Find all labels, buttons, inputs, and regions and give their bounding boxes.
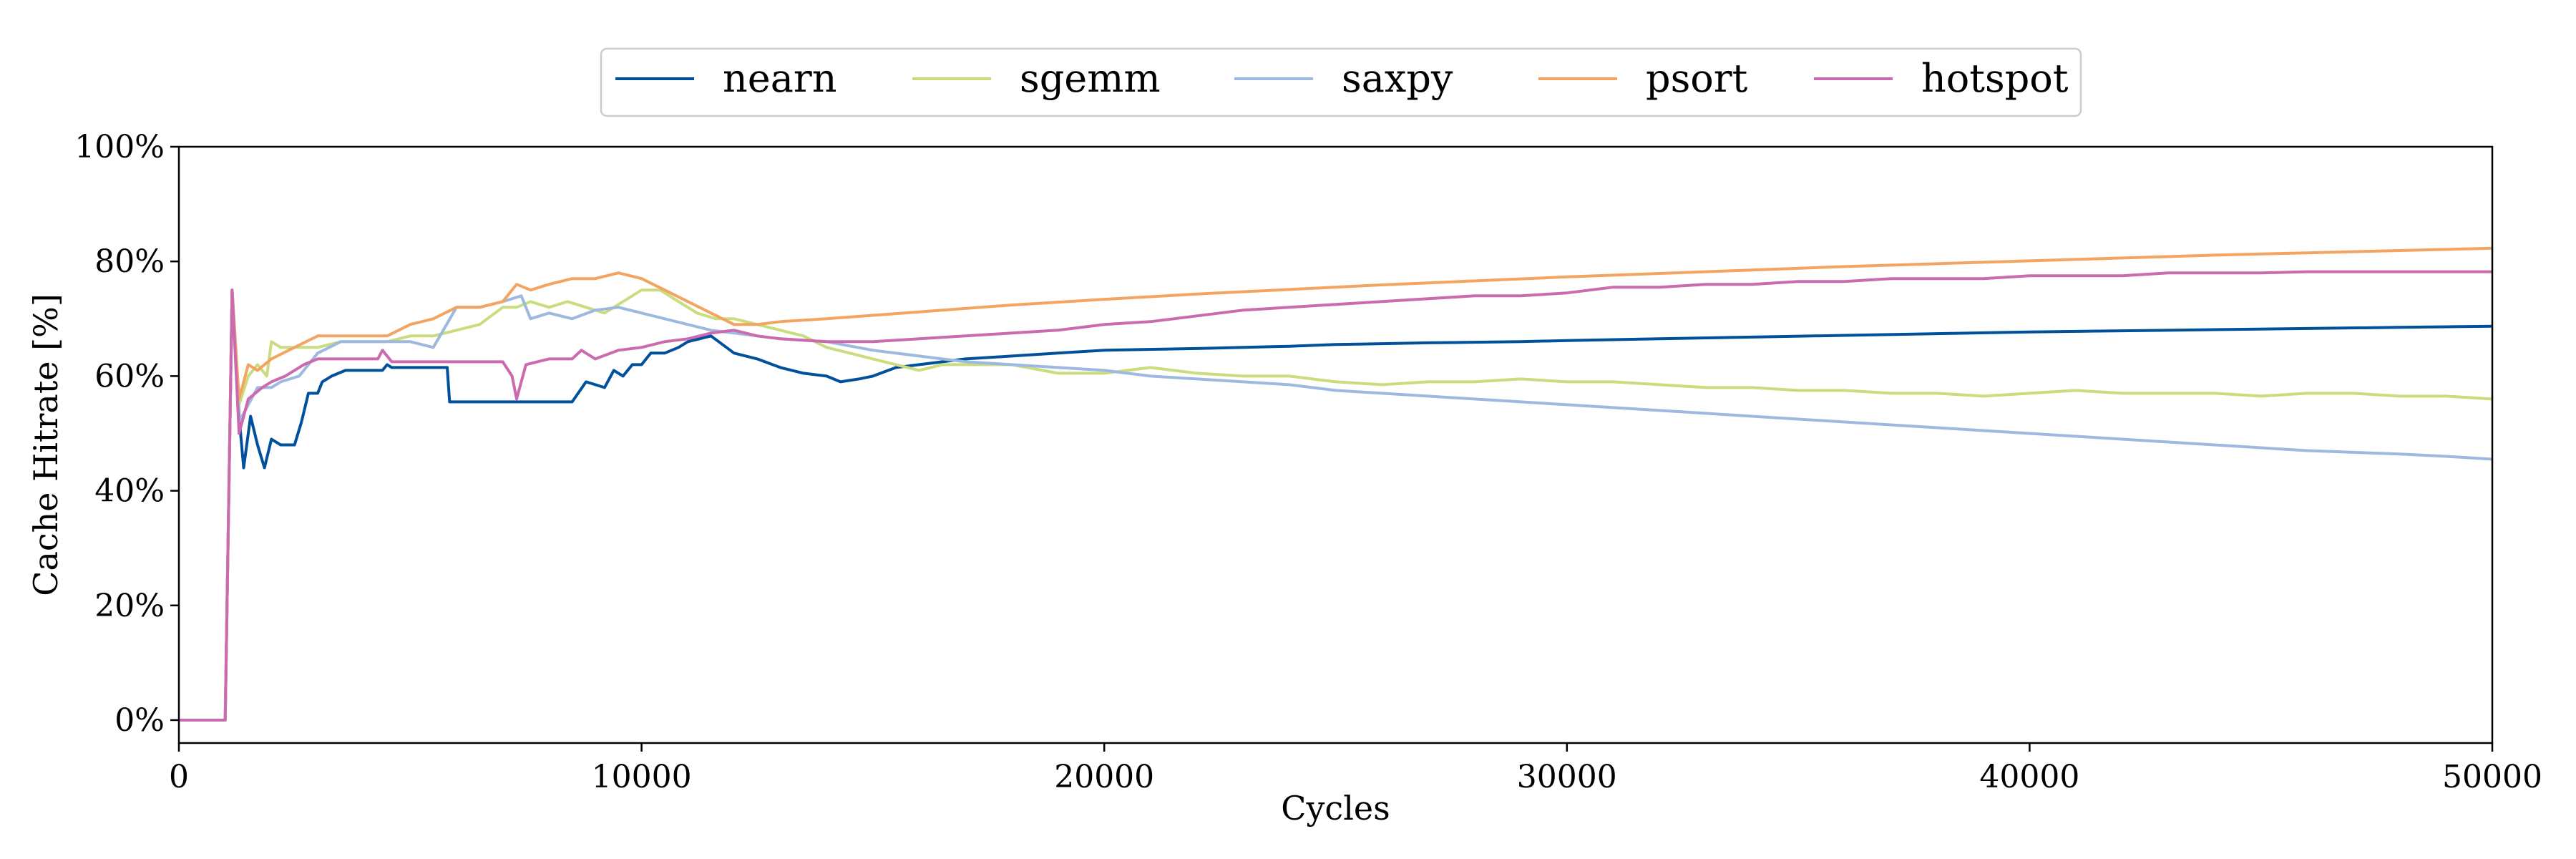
- legend-label-psort: psort: [1646, 56, 1748, 101]
- y-tick-label: 20%: [94, 588, 165, 624]
- y-tick-label: 60%: [94, 358, 165, 394]
- x-tick-label: 40000: [1979, 759, 2079, 795]
- legend-label-sgemm: sgemm: [1020, 56, 1161, 101]
- x-tick-label: 0: [169, 759, 189, 795]
- legend-label-hotspot: hotspot: [1921, 56, 2069, 101]
- series-line-nearn: [179, 288, 2492, 722]
- legend-box: [600, 47, 2082, 117]
- plot-frame: [177, 145, 2494, 744]
- y-tick-label: 40%: [94, 473, 165, 510]
- series-line-saxpy: [179, 288, 2492, 722]
- x-tick-label: 20000: [1054, 759, 1154, 795]
- legend-label-nearn: nearn: [723, 56, 837, 101]
- y-axis-title: Cache Hitrate [%]: [26, 293, 65, 596]
- y-tick-label: 0%: [114, 702, 165, 739]
- y-tick-label: 80%: [94, 243, 165, 280]
- series-line-hotspot: [179, 270, 2492, 722]
- x-tick-label: 30000: [1517, 759, 1617, 795]
- x-tick-label: 10000: [592, 759, 692, 795]
- x-axis-title: Cycles: [1281, 789, 1390, 828]
- series-line-psort: [179, 246, 2492, 722]
- legend-label-saxpy: saxpy: [1342, 56, 1453, 101]
- y-tick-label: 100%: [74, 129, 165, 165]
- series-line-sgemm: [179, 288, 2492, 722]
- x-tick-label: 50000: [2442, 759, 2542, 795]
